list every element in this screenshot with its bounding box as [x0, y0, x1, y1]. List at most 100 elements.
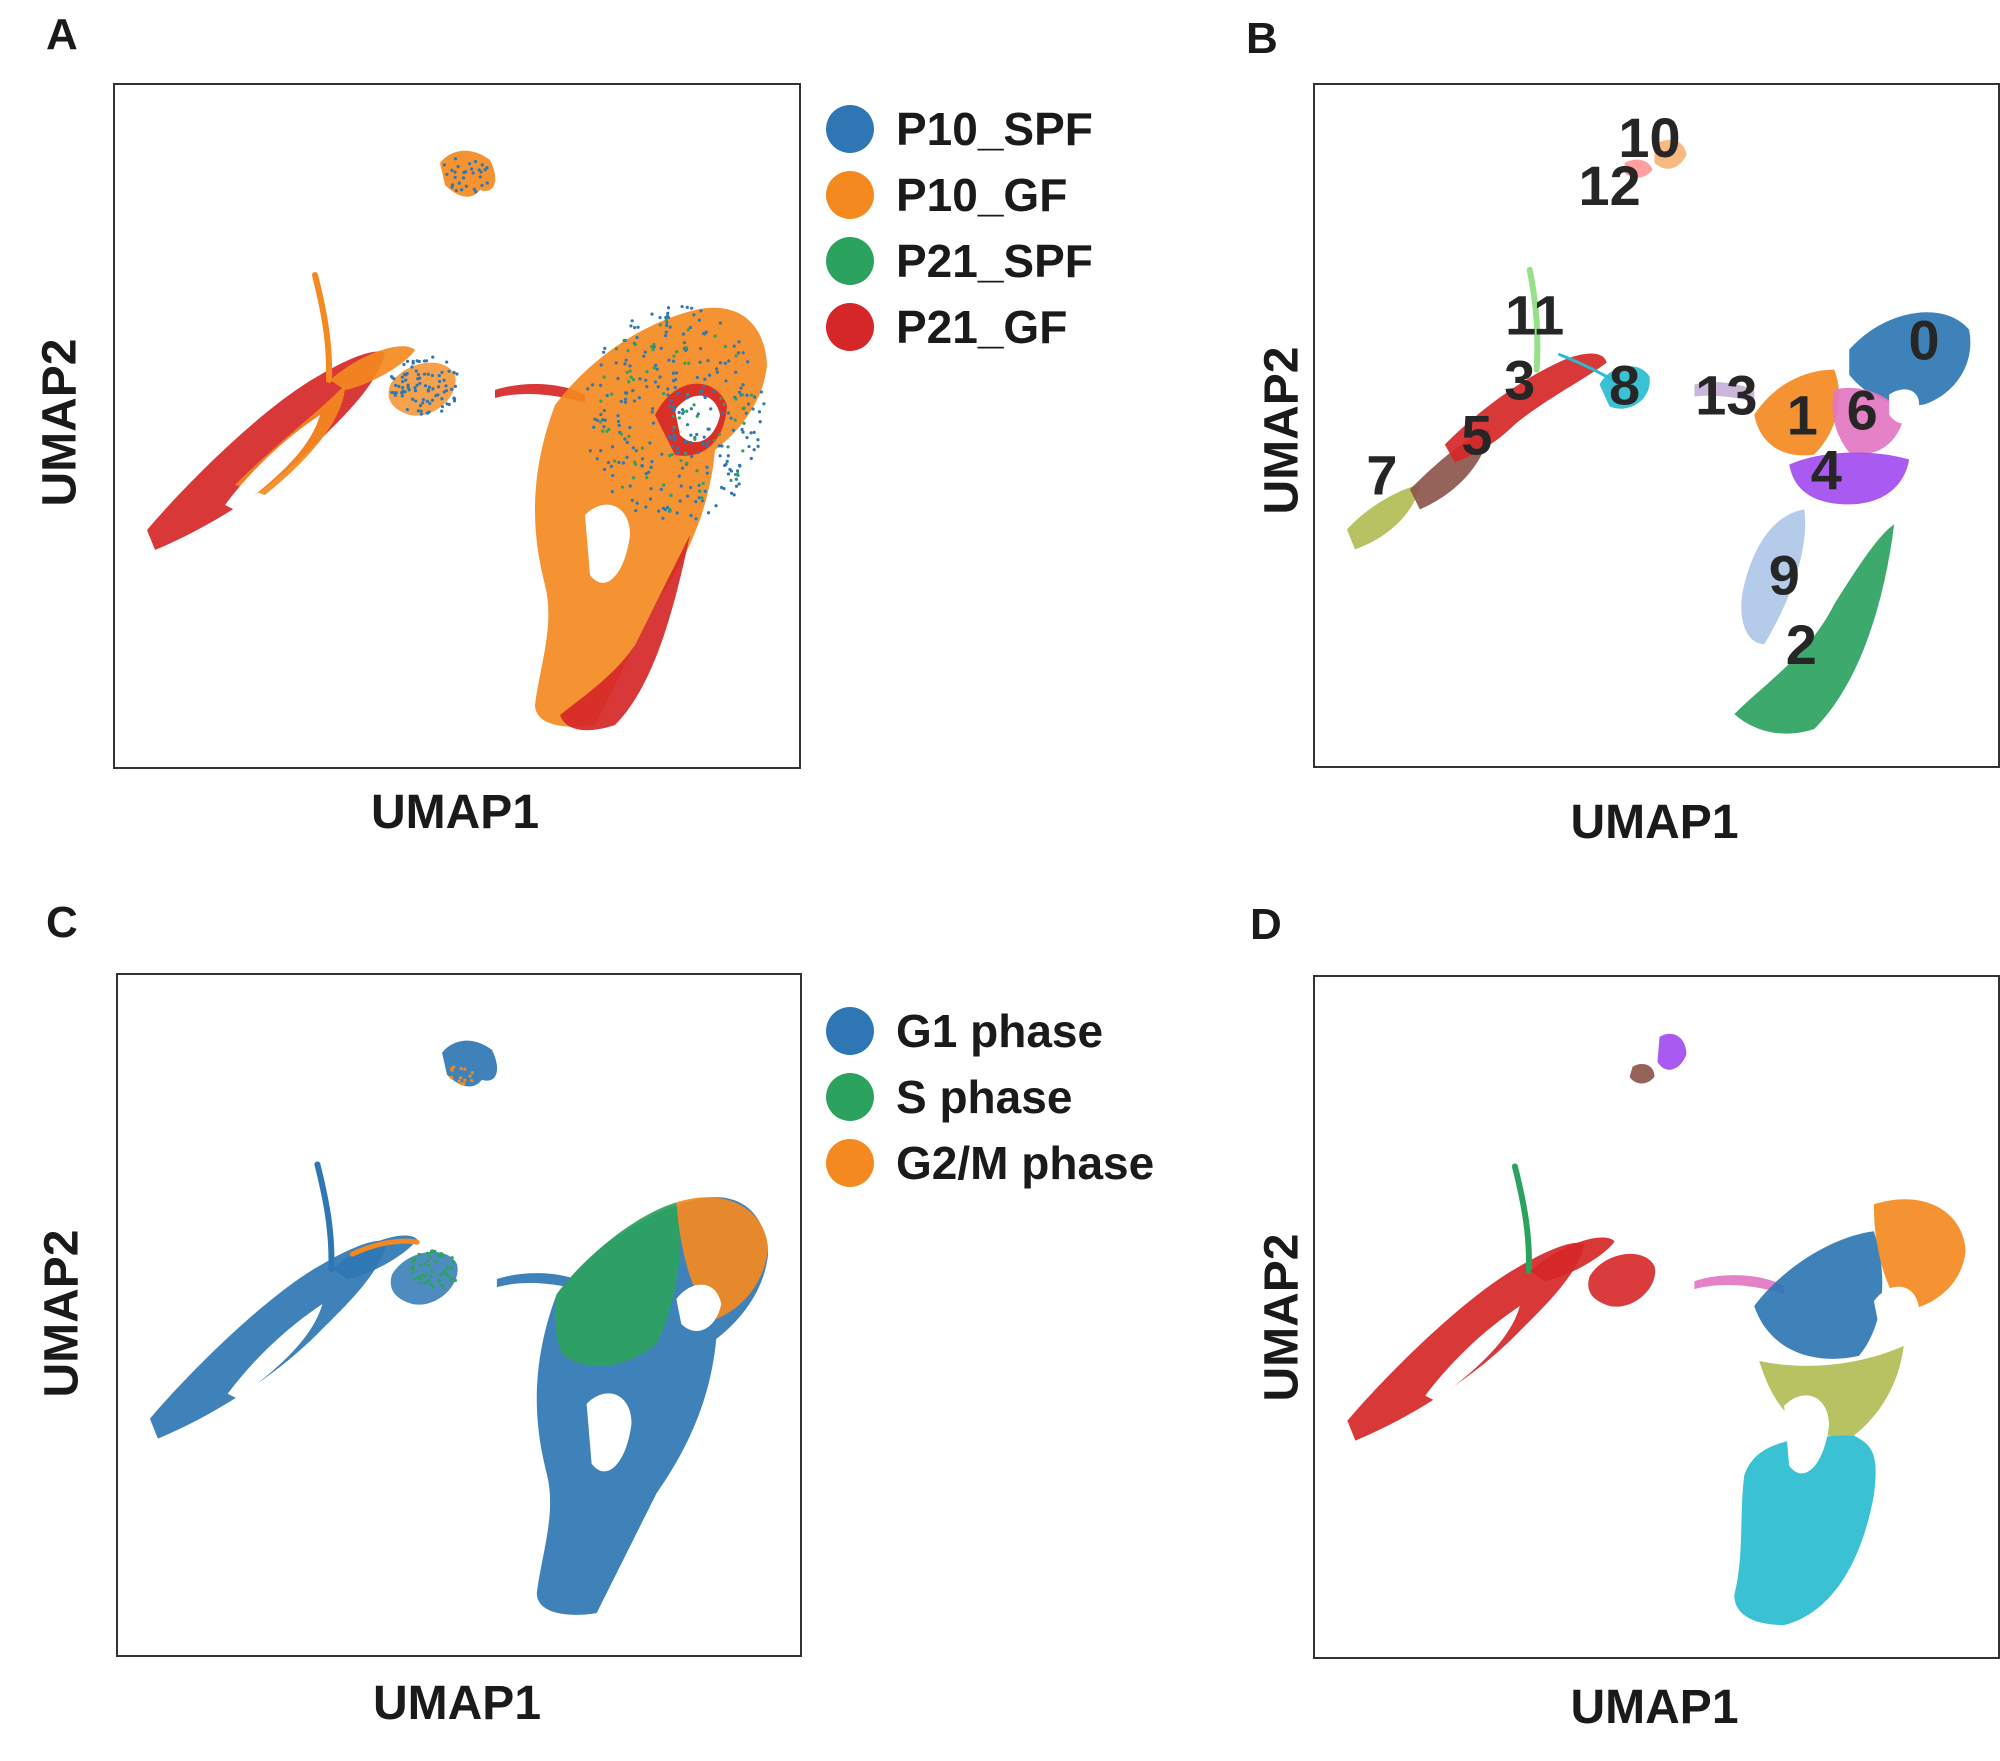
cell-point [679, 484, 683, 488]
cluster-gap [1802, 520, 1831, 586]
cell-point [595, 418, 600, 422]
cell-point [656, 385, 660, 389]
cell-point [668, 454, 672, 458]
cell-point [674, 371, 679, 375]
right-hole-2 [585, 504, 630, 583]
cell-point [470, 1079, 474, 1083]
cell-point [677, 474, 681, 478]
cell-point [595, 457, 599, 461]
cell-point [668, 404, 672, 408]
cell-point [420, 1273, 425, 1277]
cell-point [400, 394, 404, 398]
cell-point [485, 181, 489, 185]
cluster-3 [1444, 353, 1607, 463]
cell-point [718, 454, 722, 458]
cell-point [669, 398, 673, 403]
top-cluster-g1 [442, 1040, 498, 1087]
left-arm-p21-gf [147, 351, 385, 550]
cell-point [677, 410, 681, 415]
cell-point [397, 384, 401, 388]
cell-point [662, 392, 666, 396]
left-arm-gap [225, 415, 320, 510]
cell-point [619, 432, 623, 436]
cell-point [671, 359, 676, 363]
cell-point [419, 1281, 423, 1285]
cell-point [752, 448, 756, 452]
cell-point [405, 408, 409, 412]
cell-point [431, 355, 435, 359]
cell-point [669, 493, 673, 497]
scatter-canvas-d [1347, 1033, 1966, 1626]
cell-point [670, 444, 675, 448]
cell-point [697, 496, 701, 500]
cell-point [685, 305, 689, 309]
cell-point [422, 372, 427, 376]
legend-item: P21_GF [826, 294, 1093, 360]
cell-point [718, 321, 722, 325]
cluster-11 [1526, 266, 1541, 373]
cell-point [628, 364, 632, 368]
cell-point [699, 346, 703, 351]
cell-point [671, 414, 675, 418]
middle-cluster-g1 [390, 1251, 458, 1305]
cell-point [649, 345, 654, 349]
cluster-label-1: 1 [1787, 383, 1818, 446]
cell-point [734, 397, 738, 401]
cell-point [599, 363, 603, 367]
cell-point [696, 450, 700, 455]
cell-point [602, 375, 606, 379]
legend-swatch [826, 105, 874, 153]
cell-point [651, 421, 656, 425]
cell-point [470, 1071, 474, 1075]
cell-point [662, 483, 666, 487]
cell-point [745, 393, 749, 397]
cell-point [693, 437, 697, 441]
cell-point [633, 342, 638, 347]
cell-point [685, 423, 690, 427]
cell-point [444, 384, 448, 388]
cell-point [440, 370, 444, 374]
right-tail-cyan [1734, 1435, 1876, 1626]
cell-point [410, 1272, 414, 1276]
y-axis-label-a: UMAP2 [33, 338, 87, 507]
cell-point [433, 1249, 437, 1253]
cell-point [670, 452, 674, 457]
y-axis-label-d: UMAP2 [1255, 1233, 1309, 1402]
cell-point [442, 390, 446, 394]
cell-point [443, 1268, 447, 1272]
cluster-7 [1346, 484, 1420, 550]
cell-point [619, 399, 623, 404]
cell-point [740, 427, 744, 432]
cell-point [423, 1281, 427, 1285]
cluster-label-3: 3 [1504, 349, 1535, 412]
cell-point [603, 418, 607, 422]
cell-point [668, 325, 672, 329]
cell-point [705, 465, 709, 469]
cluster-label-7: 7 [1366, 443, 1397, 506]
cell-point [450, 185, 454, 189]
cell-point [463, 1067, 467, 1071]
cell-point [478, 175, 482, 179]
cell-point [636, 325, 640, 329]
cell-point [707, 373, 712, 377]
panel-letter-b: B [1246, 14, 1278, 63]
cell-point [459, 1067, 463, 1071]
cell-point [590, 383, 595, 387]
cell-point [721, 411, 725, 415]
cell-point [734, 370, 738, 374]
cell-point [746, 402, 751, 406]
right-body-s [554, 1202, 681, 1367]
cell-point [690, 306, 694, 310]
cell-point [725, 459, 729, 463]
cell-point [441, 1284, 445, 1288]
cell-point [410, 1267, 414, 1271]
cell-point [628, 369, 632, 373]
cell-point [429, 1275, 433, 1279]
cell-point [703, 394, 707, 399]
cell-point [450, 1256, 454, 1260]
cell-point [426, 1251, 430, 1255]
cell-point [631, 446, 635, 450]
cell-point [649, 465, 653, 469]
right-tail-p21-gf [560, 535, 690, 731]
